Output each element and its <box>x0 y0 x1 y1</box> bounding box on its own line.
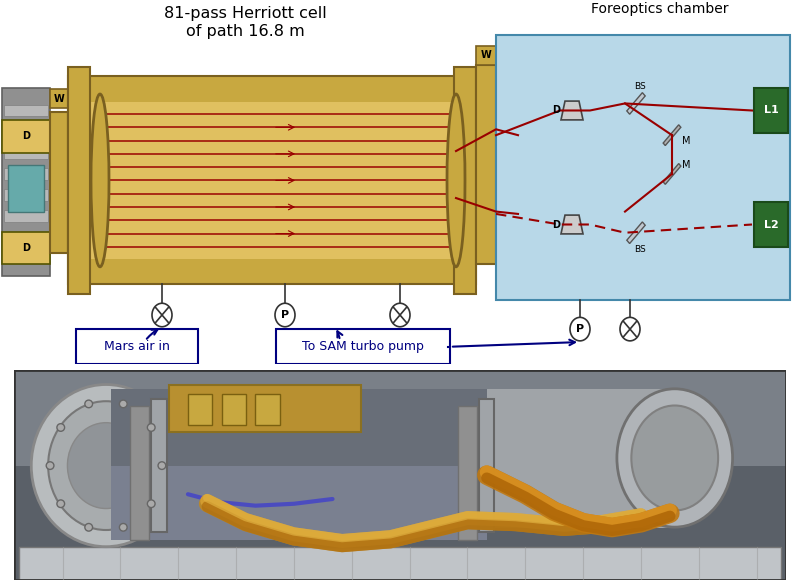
Text: D: D <box>552 106 560 115</box>
Bar <box>188 394 212 424</box>
Bar <box>68 67 90 294</box>
Text: D: D <box>22 131 30 141</box>
Circle shape <box>57 500 65 508</box>
Bar <box>8 164 44 212</box>
Circle shape <box>119 400 127 408</box>
Bar <box>4 168 48 180</box>
Circle shape <box>85 524 93 531</box>
Bar <box>50 89 68 108</box>
Text: BS: BS <box>634 82 646 92</box>
Ellipse shape <box>631 406 718 511</box>
Text: 81-pass Herriott cell
of path 16.8 m: 81-pass Herriott cell of path 16.8 m <box>164 6 326 40</box>
Text: W: W <box>481 50 491 60</box>
Bar <box>169 385 362 432</box>
Bar <box>255 394 279 424</box>
Circle shape <box>119 524 127 531</box>
Text: BS: BS <box>634 245 646 254</box>
Bar <box>458 406 477 540</box>
Polygon shape <box>561 215 583 234</box>
Polygon shape <box>663 164 681 184</box>
Bar <box>2 231 50 265</box>
Bar <box>4 126 48 138</box>
Circle shape <box>570 317 590 341</box>
Bar <box>110 389 486 466</box>
Bar <box>151 399 166 532</box>
Text: P: P <box>281 310 289 320</box>
Text: Foreoptics chamber: Foreoptics chamber <box>591 2 729 16</box>
Polygon shape <box>561 101 583 120</box>
Bar <box>486 389 674 528</box>
Text: D: D <box>552 220 560 230</box>
Bar <box>754 202 788 247</box>
Bar <box>4 252 48 265</box>
Text: D: D <box>22 243 30 253</box>
Ellipse shape <box>617 389 733 527</box>
Text: Mars air in: Mars air in <box>104 340 170 353</box>
Polygon shape <box>627 93 645 114</box>
Bar <box>50 112 68 252</box>
Bar <box>70 102 474 259</box>
Text: M: M <box>682 160 690 170</box>
Bar <box>476 65 496 265</box>
Bar <box>14 370 786 466</box>
Circle shape <box>147 424 155 431</box>
Circle shape <box>158 462 166 469</box>
Bar <box>130 406 150 540</box>
Bar <box>4 147 48 159</box>
Circle shape <box>57 424 65 431</box>
Bar <box>496 35 790 300</box>
Bar <box>454 67 476 294</box>
Ellipse shape <box>48 401 164 530</box>
Ellipse shape <box>447 94 465 267</box>
Bar <box>222 394 246 424</box>
Bar <box>68 76 476 285</box>
Bar <box>4 189 48 201</box>
Text: P: P <box>576 324 584 334</box>
Circle shape <box>147 500 155 508</box>
Circle shape <box>152 303 172 326</box>
Ellipse shape <box>31 385 181 547</box>
Circle shape <box>46 462 54 469</box>
Bar <box>4 231 48 243</box>
Bar <box>4 104 48 117</box>
Text: L2: L2 <box>764 220 778 230</box>
Bar <box>2 120 50 153</box>
Bar <box>19 547 781 580</box>
Polygon shape <box>627 222 645 244</box>
FancyBboxPatch shape <box>76 329 198 364</box>
Text: W: W <box>54 94 64 104</box>
Ellipse shape <box>91 94 109 267</box>
Bar <box>2 88 50 276</box>
Circle shape <box>275 303 295 326</box>
Bar <box>110 389 486 540</box>
FancyBboxPatch shape <box>276 329 450 364</box>
Polygon shape <box>663 125 681 146</box>
Bar <box>68 76 476 100</box>
Bar <box>68 261 476 285</box>
Bar <box>4 210 48 222</box>
Text: To SAM turbo pump: To SAM turbo pump <box>302 340 424 353</box>
Text: M: M <box>682 136 690 146</box>
Circle shape <box>85 400 93 408</box>
Bar <box>479 399 494 532</box>
Text: L1: L1 <box>764 106 778 115</box>
Ellipse shape <box>67 423 145 508</box>
Bar <box>476 46 496 65</box>
Circle shape <box>390 303 410 326</box>
Circle shape <box>620 317 640 341</box>
Bar <box>754 88 788 133</box>
